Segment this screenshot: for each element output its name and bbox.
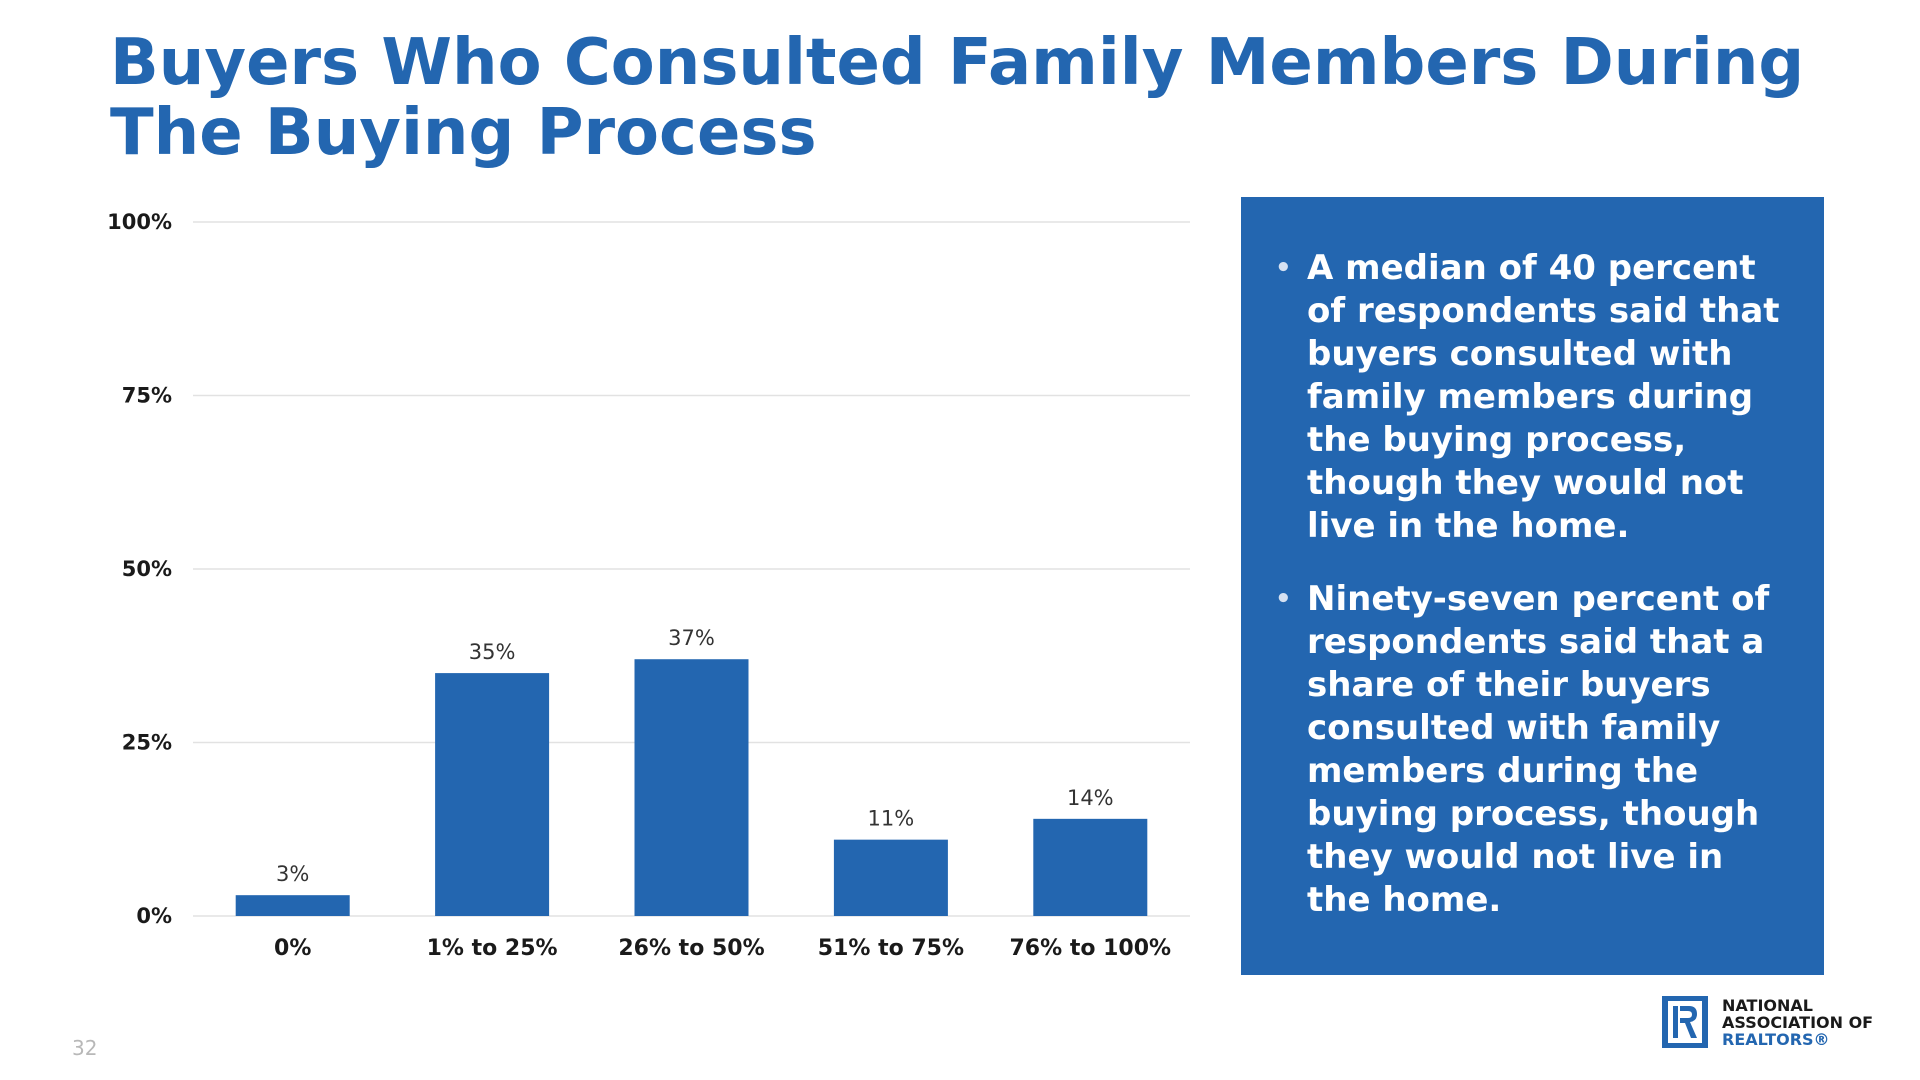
x-tick-label: 51% to 75% — [818, 936, 964, 961]
x-tick-label: 76% to 100% — [1010, 936, 1172, 961]
data-label: 35% — [469, 640, 516, 664]
summary-bullets: • A median of 40 percent of respondents … — [1271, 247, 1794, 922]
x-tick-label: 26% to 50% — [618, 936, 764, 961]
y-tick-label: 50% — [122, 557, 172, 581]
y-axis-ticks: 0% 25% 50% 75% 100% — [107, 210, 172, 928]
logo-line-2: ASSOCIATION OF — [1722, 1013, 1874, 1032]
summary-bullet-text: A median of 40 percent of respondents sa… — [1307, 248, 1780, 546]
bar — [435, 673, 550, 916]
data-label: 37% — [668, 626, 715, 650]
bar — [1033, 818, 1148, 916]
page-title: Buyers Who Consulted Family Members Duri… — [110, 26, 1805, 170]
data-label: 11% — [868, 807, 915, 831]
bullet-icon: • — [1275, 584, 1292, 614]
y-tick-label: 100% — [107, 210, 172, 234]
bullet-icon: • — [1275, 253, 1292, 283]
page-number: 32 — [72, 1036, 98, 1060]
y-tick-label: 75% — [122, 384, 172, 408]
x-axis-ticks: 0% 1% to 25% 26% to 50% 51% to 75% 76% to 10… — [274, 936, 1171, 961]
logo-text: NATIONAL ASSOCIATION OF REALTORS® — [1722, 997, 1873, 1048]
data-labels: 3% 35% 37% 11% 14% — [276, 626, 1114, 886]
logo-line-1: NATIONAL — [1722, 996, 1813, 1015]
bar — [833, 839, 948, 916]
bar — [634, 659, 749, 916]
x-tick-label: 0% — [274, 936, 311, 961]
summary-bullet-2: • Ninety-seven percent of respondents sa… — [1271, 578, 1794, 922]
summary-bullet-1: • A median of 40 percent of respondents … — [1271, 247, 1794, 548]
summary-panel: • A median of 40 percent of respondents … — [1241, 197, 1824, 975]
logo-line-3: REALTORS® — [1722, 1030, 1830, 1049]
bar — [235, 895, 350, 916]
data-label: 14% — [1067, 786, 1114, 810]
realtor-r-logo-icon — [1662, 996, 1708, 1048]
y-tick-label: 0% — [136, 904, 172, 928]
x-tick-label: 1% to 25% — [427, 936, 558, 961]
y-tick-label: 25% — [122, 731, 172, 755]
summary-bullet-text: Ninety-seven percent of respondents said… — [1307, 579, 1770, 920]
data-label: 3% — [276, 862, 309, 886]
chart-bars — [235, 659, 1148, 916]
